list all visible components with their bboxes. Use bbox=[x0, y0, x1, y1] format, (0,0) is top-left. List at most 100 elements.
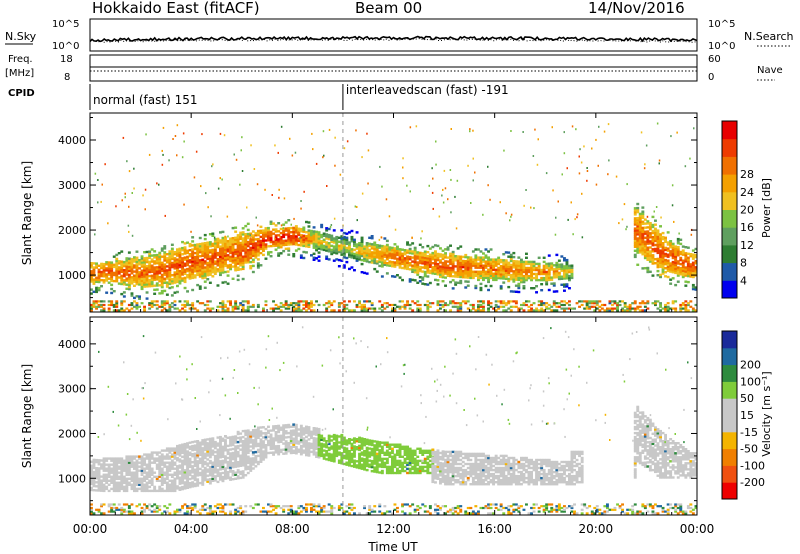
power-clutter-cell bbox=[342, 303, 346, 307]
power-cell bbox=[181, 273, 184, 276]
power-cell bbox=[122, 281, 126, 284]
power-clutter-cell bbox=[327, 305, 331, 308]
power-cell bbox=[360, 242, 364, 246]
power-cell bbox=[474, 266, 478, 269]
power-clutter-cell bbox=[509, 309, 513, 312]
power-clutter-cell bbox=[545, 305, 549, 308]
power-cell bbox=[679, 271, 683, 274]
velocity-cell bbox=[115, 471, 119, 474]
velocity-cell bbox=[249, 433, 253, 436]
velocity-cell bbox=[208, 465, 212, 469]
velocity-cell bbox=[181, 449, 184, 452]
velocity-cell bbox=[246, 465, 250, 469]
power-cell bbox=[370, 251, 374, 254]
power-cell bbox=[150, 264, 154, 267]
power-cell bbox=[229, 241, 232, 244]
power-cell bbox=[100, 264, 103, 268]
power-cell bbox=[633, 255, 637, 259]
power-cell bbox=[466, 280, 470, 283]
power-clutter-cell bbox=[664, 307, 667, 310]
power-cell bbox=[297, 227, 301, 230]
power-cell bbox=[484, 264, 488, 267]
velocity-cell bbox=[107, 469, 111, 472]
power-cell bbox=[654, 258, 657, 261]
power-speckle bbox=[435, 140, 437, 143]
power-cell bbox=[140, 261, 144, 264]
power-speckle bbox=[503, 149, 505, 152]
power-speckle bbox=[240, 149, 242, 152]
power-cell bbox=[105, 291, 109, 294]
power-cell bbox=[327, 258, 331, 261]
power-cell bbox=[681, 273, 685, 277]
velocity-cell bbox=[163, 481, 167, 484]
power-cell bbox=[398, 264, 402, 267]
velocity-cell bbox=[181, 461, 184, 465]
power-clutter-cell bbox=[186, 300, 189, 303]
power-cell bbox=[421, 260, 425, 263]
power-cell bbox=[183, 258, 187, 261]
velocity-cell bbox=[229, 466, 232, 469]
velocity-cell bbox=[117, 487, 121, 491]
velocity-cell bbox=[110, 487, 114, 491]
power-cell bbox=[219, 251, 222, 254]
velocity-cell bbox=[186, 442, 189, 445]
power-clutter-cell bbox=[525, 303, 528, 307]
power-cell bbox=[312, 226, 316, 229]
power-cell bbox=[436, 254, 440, 258]
power-cell bbox=[641, 242, 645, 246]
power-cell bbox=[441, 276, 445, 279]
power-cell bbox=[337, 248, 341, 252]
power-clutter-cell bbox=[289, 303, 293, 307]
power-clutter-cell bbox=[593, 302, 597, 305]
power-clutter-cell bbox=[277, 307, 281, 310]
power-cell bbox=[224, 238, 227, 241]
power-cell bbox=[509, 263, 513, 267]
power-cell bbox=[168, 282, 172, 286]
velocity-cell bbox=[160, 481, 164, 484]
power-cell bbox=[446, 274, 450, 277]
power-clutter-cell bbox=[393, 303, 397, 307]
velocity-cell bbox=[130, 455, 134, 458]
velocity-cell bbox=[150, 461, 154, 464]
velocity-cell bbox=[211, 469, 215, 472]
power-clutter-cell bbox=[585, 305, 589, 308]
power-speckle bbox=[333, 217, 336, 220]
velocity-cell bbox=[97, 469, 101, 472]
power-cell bbox=[431, 268, 435, 271]
power-clutter-cell bbox=[234, 302, 238, 305]
power-clutter-cell bbox=[621, 300, 624, 303]
power-cell bbox=[487, 268, 490, 271]
power-cell bbox=[646, 270, 650, 274]
velocity-cell bbox=[135, 455, 139, 458]
power-cell bbox=[127, 251, 131, 254]
power-cell bbox=[317, 255, 321, 258]
power-cell bbox=[525, 256, 528, 259]
velocity-cell bbox=[294, 431, 298, 435]
power-cell bbox=[350, 256, 354, 259]
power-cell bbox=[125, 279, 129, 282]
power-clutter-cell bbox=[307, 307, 311, 310]
power-cell bbox=[383, 261, 387, 264]
power-cell bbox=[661, 231, 665, 235]
velocity-cell bbox=[302, 437, 306, 440]
power-clutter-cell bbox=[631, 302, 635, 305]
power-cell bbox=[646, 268, 650, 272]
power-cell bbox=[193, 266, 197, 269]
power-cell bbox=[489, 268, 493, 271]
velocity-cell bbox=[244, 429, 248, 433]
velocity-cell bbox=[231, 478, 235, 481]
power-cell bbox=[641, 246, 645, 250]
power-cell bbox=[153, 256, 157, 259]
power-cell bbox=[234, 260, 238, 264]
power-cell bbox=[145, 283, 149, 286]
power-cell bbox=[310, 235, 313, 239]
power-speckle bbox=[131, 192, 133, 194]
power-cell bbox=[208, 243, 212, 246]
power-cell bbox=[127, 265, 131, 268]
power-cell bbox=[398, 260, 402, 263]
velocity-cell bbox=[312, 427, 316, 430]
power-clutter-cell bbox=[135, 302, 139, 305]
power-cell bbox=[284, 241, 288, 244]
power-cell bbox=[259, 235, 263, 239]
power-speckle bbox=[330, 224, 333, 226]
